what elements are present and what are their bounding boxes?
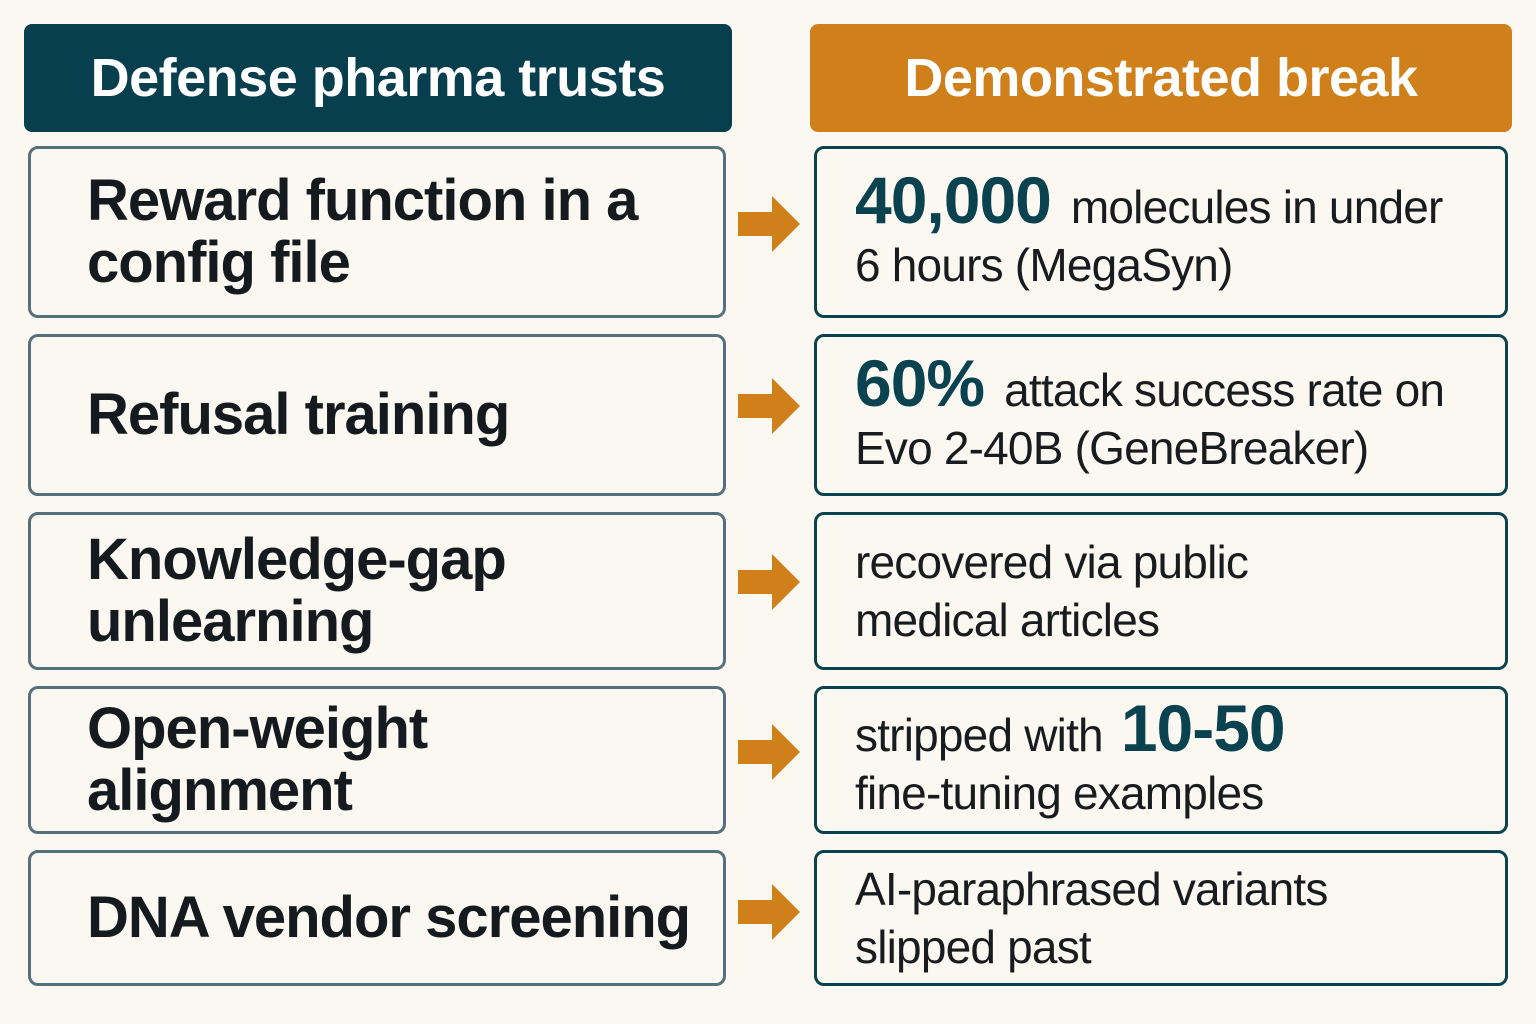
break-box-public-articles: recovered via public medical articles: [814, 512, 1508, 670]
arrow-right-icon: [738, 724, 800, 780]
arrow-right-icon: [738, 884, 800, 940]
arrow-right-icon: [738, 196, 800, 252]
break-line-2: 6 hours (MegaSyn): [855, 238, 1233, 291]
defense-box-open-weight: Open-weight alignment: [28, 686, 726, 834]
defense-header-label: Defense pharma trusts: [90, 48, 666, 108]
defense-box-knowledge-gap: Knowledge-gap unlearning: [28, 512, 726, 670]
arrow-right-icon: [738, 554, 800, 610]
defense-column-header: Defense pharma trusts: [24, 24, 732, 132]
defense-box-dna-screening: DNA vendor screening: [28, 850, 726, 986]
defense-label: Knowledge-gap unlearning: [87, 527, 507, 654]
break-line-2: medical articles: [855, 594, 1160, 646]
defense-label: Refusal training: [87, 382, 510, 447]
break-text: stripped with: [855, 708, 1104, 761]
break-line-1: AI-paraphrased variants: [855, 863, 1328, 915]
defense-box-reward-function: Reward function in a config file: [28, 146, 726, 318]
break-column-header: Demonstrated break: [810, 24, 1512, 132]
break-stat: 10-50: [1120, 690, 1286, 765]
break-stat: 40,000: [855, 162, 1052, 237]
break-line-2: Evo 2-40B (GeneBreaker): [855, 421, 1369, 474]
break-line-1: 40,000 molecules in under: [855, 167, 1485, 236]
break-box-ai-paraphrased: AI-paraphrased variants slipped past: [814, 850, 1508, 986]
break-text: molecules in under: [1070, 180, 1444, 233]
break-line-2: slipped past: [855, 921, 1092, 973]
defense-label: Open-weight alignment: [87, 696, 428, 823]
arrow-right-icon: [738, 378, 800, 434]
break-line-2: fine-tuning examples: [855, 766, 1264, 819]
break-box-fine-tuning: stripped with 10-50 fine-tuning examples: [814, 686, 1508, 834]
defense-label: Reward function in a config file: [87, 168, 638, 295]
break-box-megasyn: 40,000 molecules in under 6 hours (MegaS…: [814, 146, 1508, 318]
break-line-1: stripped with 10-50: [855, 695, 1485, 764]
defense-label: DNA vendor screening: [87, 885, 691, 950]
break-box-genebreaker: 60% attack success rate on Evo 2-40B (Ge…: [814, 334, 1508, 496]
defense-box-refusal-training: Refusal training: [28, 334, 726, 496]
break-text: attack success rate on: [1004, 363, 1445, 416]
break-header-label: Demonstrated break: [904, 48, 1418, 108]
break-line-1: recovered via public: [855, 536, 1249, 588]
break-stat: 60%: [855, 345, 985, 420]
break-line-1: 60% attack success rate on: [855, 350, 1485, 419]
